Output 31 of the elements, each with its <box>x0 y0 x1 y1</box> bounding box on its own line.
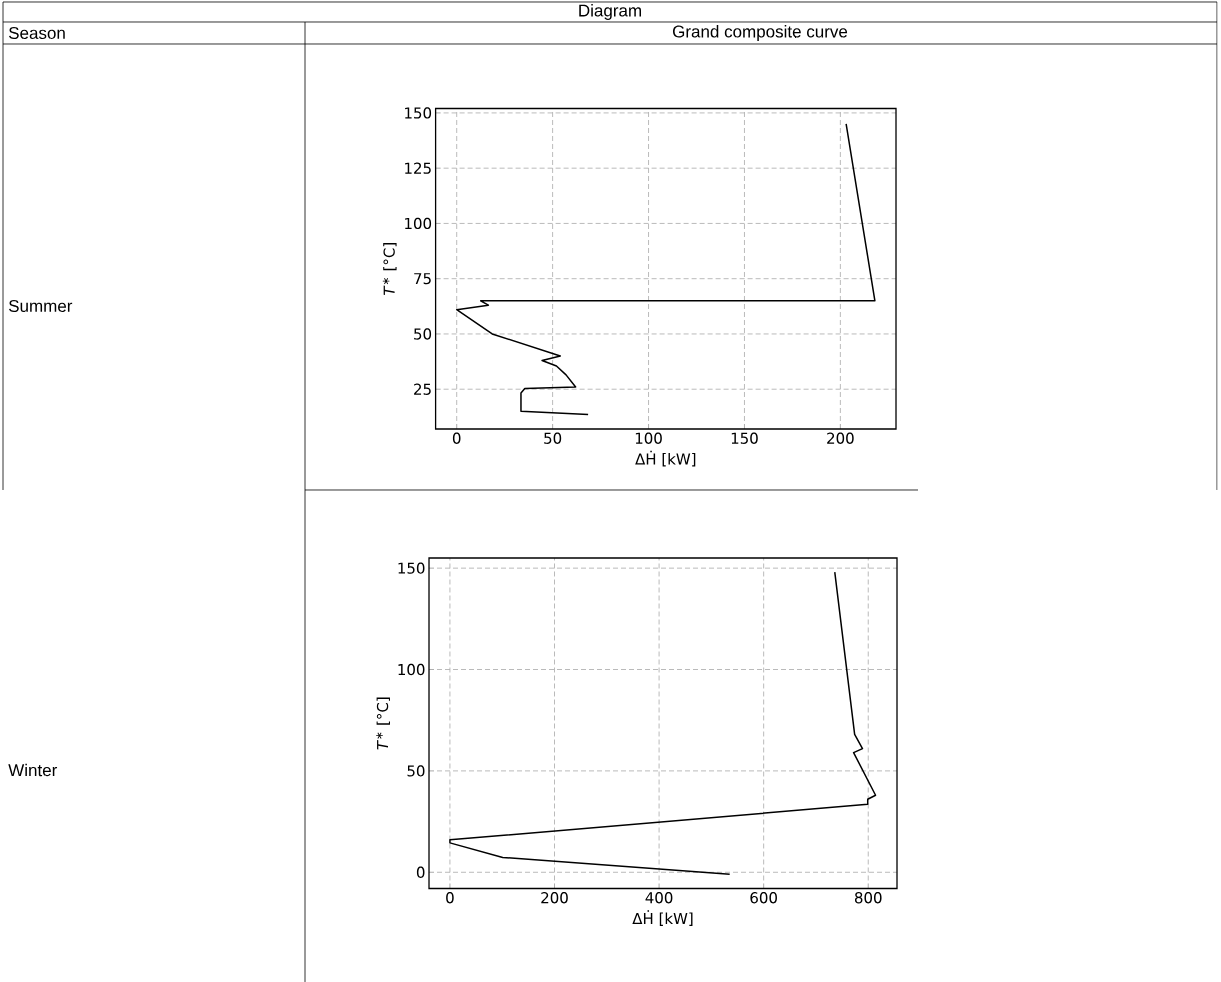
y-tick-label: 25 <box>414 383 431 395</box>
y-axis-title: T$^{∗}$ [°C] <box>382 243 397 296</box>
line-series <box>449 571 877 876</box>
x-tick-label: 200 <box>827 432 854 444</box>
x-tick-label: 0 <box>446 892 454 904</box>
y-tick-label: 100 <box>398 663 425 676</box>
x-tick-label: 400 <box>645 892 673 904</box>
x-axis-title: ΔḢ [kW] <box>635 450 696 467</box>
y-tick-label: 0 <box>416 866 425 878</box>
y-tick-label: 100 <box>405 217 432 230</box>
x-tick-label: 100 <box>635 432 662 444</box>
y-tick-label: 50 <box>407 765 425 777</box>
x-tick-label: 800 <box>854 892 882 904</box>
y-tick-label: 50 <box>414 328 432 340</box>
text: Diagram <box>579 4 641 20</box>
x-tick-label: 600 <box>750 892 777 904</box>
text: Grand composite curve <box>673 25 848 41</box>
text: Summer <box>8 299 73 313</box>
x-tick-label: 50 <box>544 432 562 444</box>
y-tick-label: 75 <box>414 273 431 285</box>
y-tick-label: 150 <box>405 107 432 119</box>
text: Winter <box>8 763 58 777</box>
x-tick-label: 150 <box>731 432 758 444</box>
x-tick-label: 0 <box>452 432 461 444</box>
line-series <box>455 123 876 416</box>
x-tick-label: 200 <box>541 892 568 904</box>
y-axis-title: T$^{∗}$ [°C] <box>376 697 390 750</box>
x-axis-title: ΔḢ [kW] <box>632 910 693 926</box>
y-tick-label: 125 <box>405 162 431 174</box>
text: Season <box>8 26 65 40</box>
y-tick-label: 150 <box>398 562 425 574</box>
